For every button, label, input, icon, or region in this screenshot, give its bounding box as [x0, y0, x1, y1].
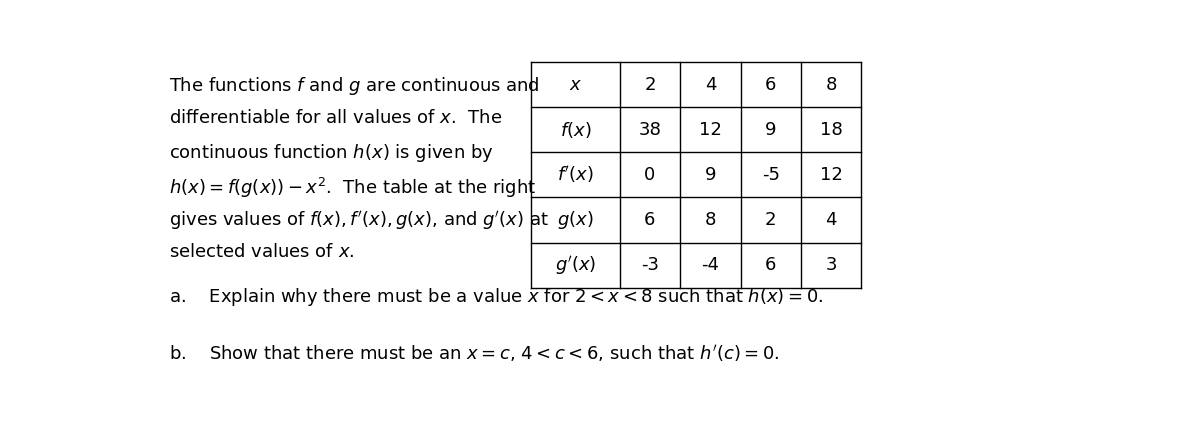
Text: 2: 2 [644, 76, 655, 94]
Text: 4: 4 [826, 211, 836, 229]
Text: selected values of $x$.: selected values of $x$. [168, 243, 354, 260]
Text: 6: 6 [766, 76, 776, 94]
Text: 8: 8 [826, 76, 836, 94]
Text: 9: 9 [704, 166, 716, 184]
Text: $g(x)$: $g(x)$ [557, 209, 594, 231]
Text: 4: 4 [704, 76, 716, 94]
Text: $h(x) = f(g(x)) - x^2$.  The table at the right: $h(x) = f(g(x)) - x^2$. The table at the… [168, 176, 536, 200]
Text: 8: 8 [704, 211, 716, 229]
Text: 6: 6 [766, 256, 776, 274]
Text: 3: 3 [826, 256, 836, 274]
Text: -3: -3 [641, 256, 659, 274]
Text: b.    Show that there must be an $x = c$, $4 < c < 6$, such that $h'(c) = 0$.: b. Show that there must be an $x = c$, $… [168, 343, 779, 364]
Text: 0: 0 [644, 166, 655, 184]
Text: 2: 2 [766, 211, 776, 229]
Text: differentiable for all values of $x$.  The: differentiable for all values of $x$. Th… [168, 109, 502, 127]
Text: 12: 12 [820, 166, 842, 184]
Text: -5: -5 [762, 166, 780, 184]
Text: -4: -4 [701, 256, 719, 274]
Text: continuous function $h(x)$ is given by: continuous function $h(x)$ is given by [168, 142, 493, 164]
Text: 12: 12 [698, 121, 721, 139]
Text: 6: 6 [644, 211, 655, 229]
Text: a.    Explain why there must be a value $x$ for $2 < x < 8$ such that $h(x) = 0$: a. Explain why there must be a value $x$… [168, 286, 823, 308]
Text: 9: 9 [766, 121, 776, 139]
Text: $g'(x)$: $g'(x)$ [554, 253, 596, 276]
Text: $f'(x)$: $f'(x)$ [557, 164, 594, 185]
Text: gives values of $f(x), f'(x), g(x)$, and $g'(x)$ at: gives values of $f(x), f'(x), g(x)$, and… [168, 209, 548, 232]
Text: 38: 38 [638, 121, 661, 139]
Text: 18: 18 [820, 121, 842, 139]
Text: The functions $f$ and $g$ are continuous and: The functions $f$ and $g$ are continuous… [168, 76, 539, 98]
Text: $x$: $x$ [569, 76, 582, 94]
Text: $f(x)$: $f(x)$ [559, 120, 592, 140]
